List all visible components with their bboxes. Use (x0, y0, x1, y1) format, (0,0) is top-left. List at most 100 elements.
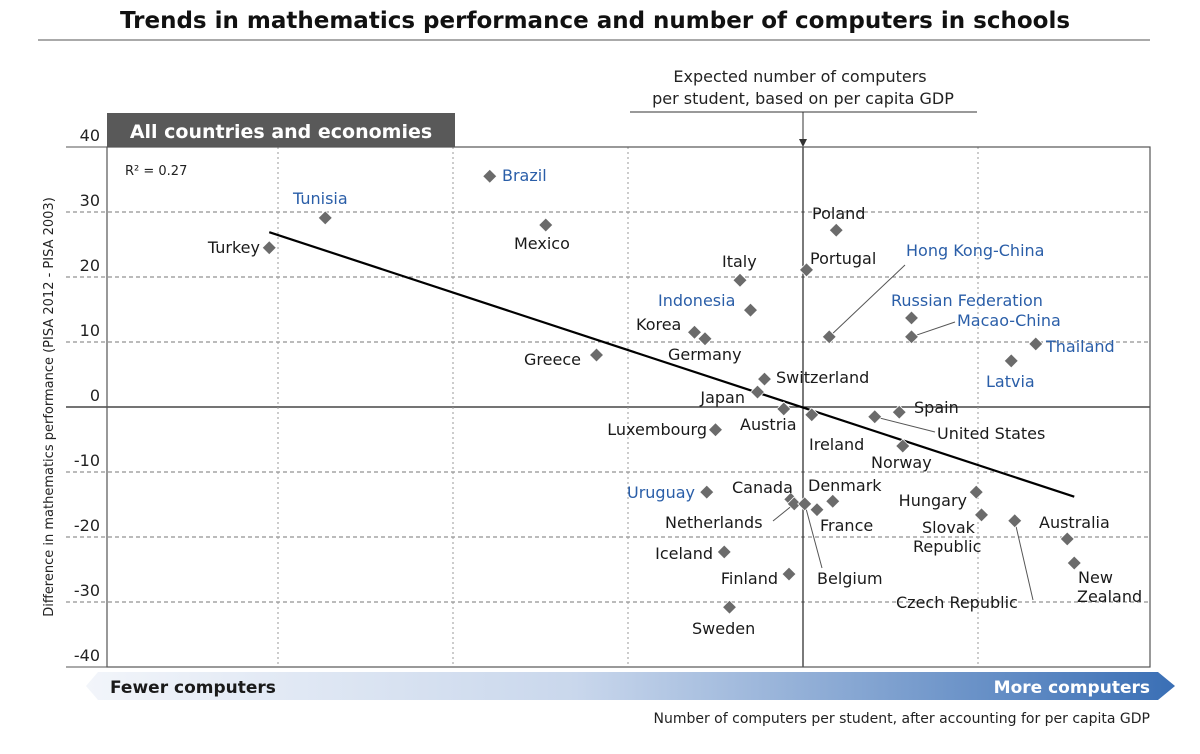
point-marker (317, 210, 333, 226)
x-arrow-left-label: Fewer computers (110, 678, 276, 698)
point-marker (699, 484, 715, 500)
leader-line (874, 416, 936, 433)
point-label: Iceland (655, 544, 713, 563)
point-label: Korea (636, 315, 681, 334)
point-marker (903, 329, 920, 345)
point-marker (721, 599, 738, 615)
point-marker (798, 262, 815, 278)
point-label: Spain (914, 398, 959, 417)
point-marker (1066, 555, 1082, 571)
point-label: Hungary (899, 491, 967, 510)
point-marker (538, 217, 554, 233)
leader-line (1014, 520, 1034, 601)
point-marker (804, 407, 820, 423)
point-label: Thailand (1045, 337, 1115, 356)
point-label: Sweden (692, 619, 755, 638)
point-label: Czech Republic (896, 593, 1018, 612)
point-marker (756, 371, 773, 387)
point-marker (781, 566, 797, 582)
point-label: Italy (722, 252, 757, 271)
y-tick-label: -40 (74, 646, 100, 665)
point-marker (776, 401, 792, 417)
point-label: Ireland (809, 435, 864, 454)
point-marker (786, 496, 802, 512)
point-marker (821, 329, 837, 345)
point-marker (903, 310, 920, 326)
annotation-arrowhead-icon (799, 139, 807, 147)
point-label: Hong Kong-China (906, 241, 1044, 260)
point-label: United States (937, 424, 1045, 443)
point-marker (1028, 336, 1044, 352)
plot-frame (106, 146, 1151, 668)
point-marker (261, 240, 277, 256)
chart-title: Trends in mathematics performance and nu… (120, 8, 1070, 34)
point-label: Australia (1039, 513, 1110, 532)
point-marker (1003, 353, 1019, 369)
y-tick-label: 40 (80, 126, 100, 145)
point-marker (973, 507, 990, 523)
point-label: Macao-China (957, 311, 1061, 330)
point-label: Portugal (810, 249, 876, 268)
point-marker (828, 222, 844, 238)
r-squared: R² = 0.27 (125, 164, 187, 179)
point-marker (895, 438, 911, 454)
point-label: Norway (871, 453, 932, 472)
point-marker (732, 272, 748, 288)
panel-label-box (107, 113, 455, 147)
x-axis-label: Number of computers per student, after a… (653, 711, 1150, 727)
trendline (268, 231, 1075, 498)
point-label: Greece (524, 350, 581, 369)
point-labels: Turkey Tunisia Brazil Mexico Italy Indonesia K… (207, 166, 1142, 638)
annotation-line-1: Expected number of computers (673, 67, 926, 86)
point-label: New Zealand (1077, 568, 1142, 606)
point-label: Belgium (817, 569, 883, 588)
y-tick-label: 20 (80, 256, 100, 275)
point-label: France (820, 516, 873, 535)
point-marker (716, 544, 732, 560)
point-label: Luxembourg (607, 420, 707, 439)
point-marker (588, 347, 605, 363)
y-tick-label: -20 (74, 516, 100, 535)
point-label: Canada (732, 478, 793, 497)
point-marker (968, 484, 984, 500)
y-tick-label: -10 (74, 451, 100, 470)
point-label: Poland (812, 204, 865, 223)
point-marker (742, 302, 759, 318)
panel-label: All countries and economies (130, 121, 432, 143)
y-axis-label: Difference in mathematics performance (P… (42, 197, 57, 617)
point-label: Japan (699, 388, 745, 407)
y-tick-label: 10 (80, 321, 100, 340)
point-marker (891, 404, 907, 420)
x-arrow-right-label: More computers (994, 678, 1150, 698)
point-label: Slovak Republic (913, 518, 981, 556)
grid (66, 146, 1150, 668)
leader-line (911, 321, 956, 338)
point-label: Finland (721, 569, 778, 588)
point-label: Germany (668, 345, 742, 364)
y-tick-labels: 40 30 20 10 0 -10 -20 -30 -40 (74, 126, 100, 665)
points (261, 168, 1082, 615)
point-label: Uruguay (627, 483, 695, 502)
point-label: Latvia (986, 372, 1035, 391)
leader-line (828, 264, 906, 338)
point-marker (1007, 513, 1023, 529)
point-label: Denmark (808, 476, 882, 495)
point-label: Netherlands (665, 513, 763, 532)
point-label: Mexico (514, 234, 570, 253)
point-marker (797, 496, 813, 512)
trendline-group (268, 231, 1075, 498)
point-label: Russian Federation (891, 291, 1043, 310)
point-marker (749, 384, 766, 400)
leader-line (804, 503, 823, 569)
annotation-line-2: per student, based on per capita GDP (652, 89, 954, 108)
x-direction-arrow (86, 672, 1175, 700)
point-marker (707, 422, 724, 438)
point-marker (809, 502, 825, 518)
point-label: Turkey (207, 238, 260, 257)
point-label: Switzerland (776, 368, 869, 387)
point-label: Austria (740, 415, 797, 434)
point-label: Tunisia (292, 189, 348, 208)
point-marker (482, 168, 498, 184)
y-tick-label: 30 (80, 191, 100, 210)
